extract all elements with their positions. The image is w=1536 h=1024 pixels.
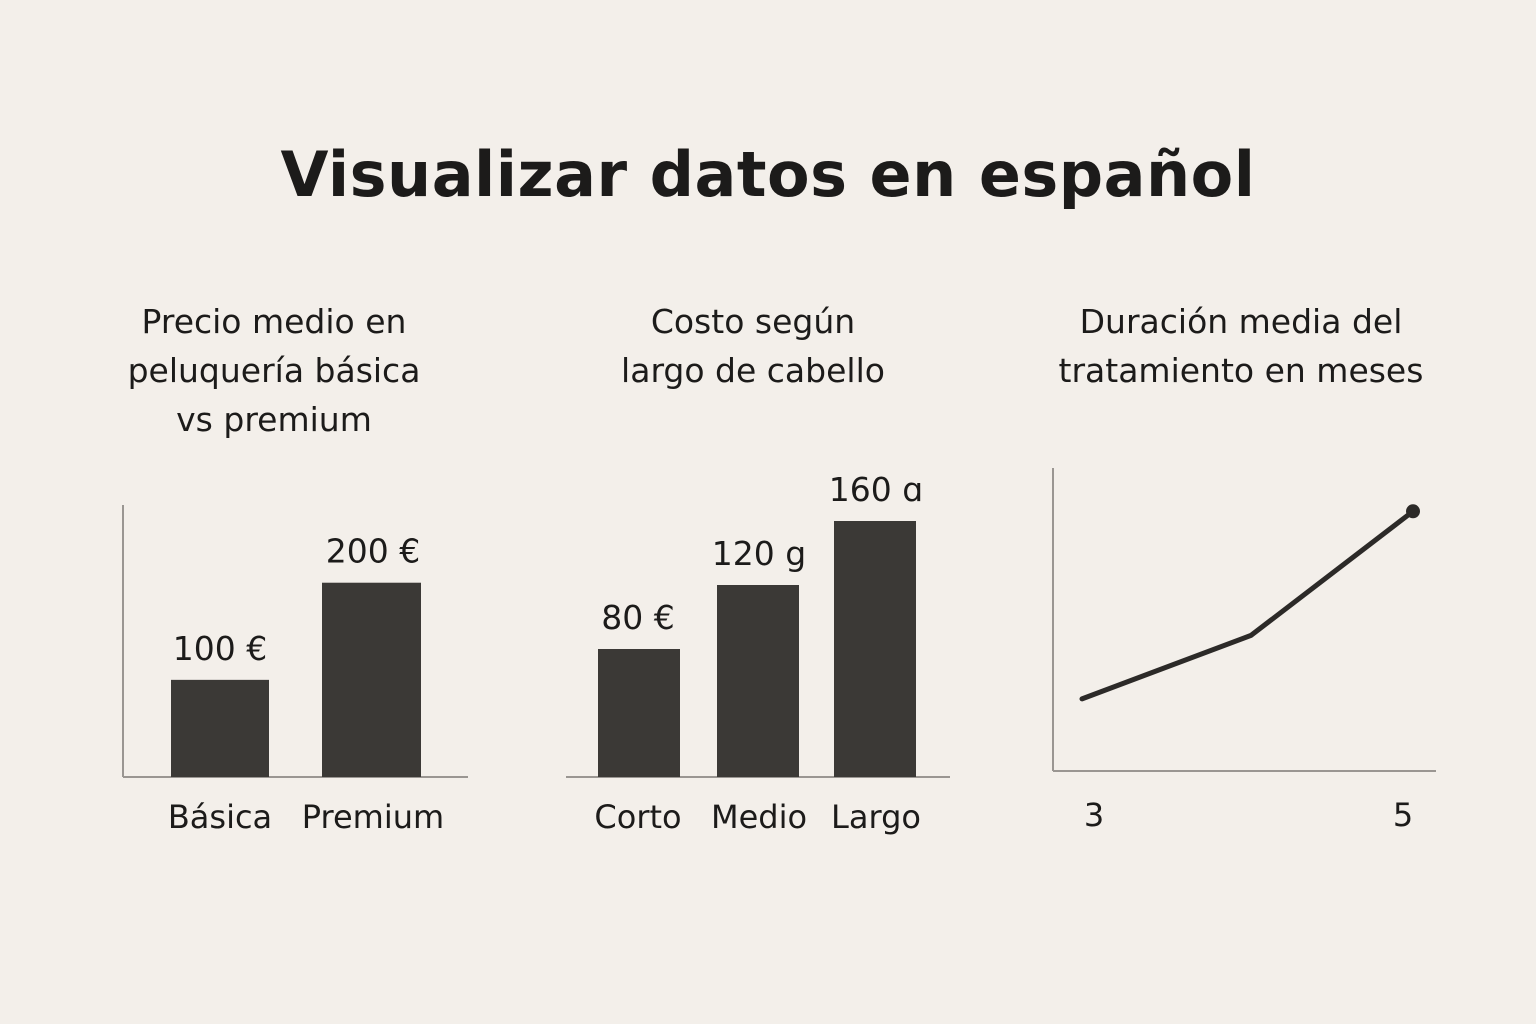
chart-1-bar-chart: 100 € Básica 200 € Premium bbox=[122, 505, 468, 836]
chart-2-bar-chart: 80 € Corto 120 g Medio 160 ɑ Largo bbox=[566, 470, 950, 836]
bar-value-label: 200 € bbox=[326, 532, 420, 571]
bar-básica bbox=[171, 679, 269, 777]
bar-corto bbox=[598, 649, 680, 777]
bar-value-label: 80 € bbox=[601, 598, 674, 637]
x-tick-label: Corto bbox=[594, 798, 681, 836]
bar-value-label: 120 g bbox=[712, 534, 806, 573]
x-tick-label: Medio bbox=[711, 798, 807, 836]
x-tick-label: Básica bbox=[168, 798, 272, 836]
series-endpoint-marker bbox=[1406, 504, 1420, 519]
bar-medio bbox=[717, 585, 799, 777]
x-tick-label: 5 bbox=[1393, 796, 1413, 834]
x-tick-label: Largo bbox=[831, 798, 921, 836]
x-tick-label: Premium bbox=[302, 798, 444, 836]
chart-3-title: Duración media del tratamiento en meses bbox=[1058, 302, 1424, 390]
x-tick-label: 3 bbox=[1084, 796, 1104, 834]
bar-largo bbox=[834, 521, 916, 777]
chart-2-title: Costo según largo de cabello bbox=[621, 302, 885, 390]
bar-premium bbox=[322, 582, 421, 777]
page-title: Visualizar datos en español bbox=[280, 138, 1256, 211]
chart-1-title: Precio medio en peluquería básica vs pre… bbox=[127, 302, 421, 439]
bar-value-label: 160 ɑ bbox=[829, 470, 923, 509]
series-line bbox=[1079, 508, 1416, 702]
bar-value-label: 100 € bbox=[173, 629, 267, 668]
